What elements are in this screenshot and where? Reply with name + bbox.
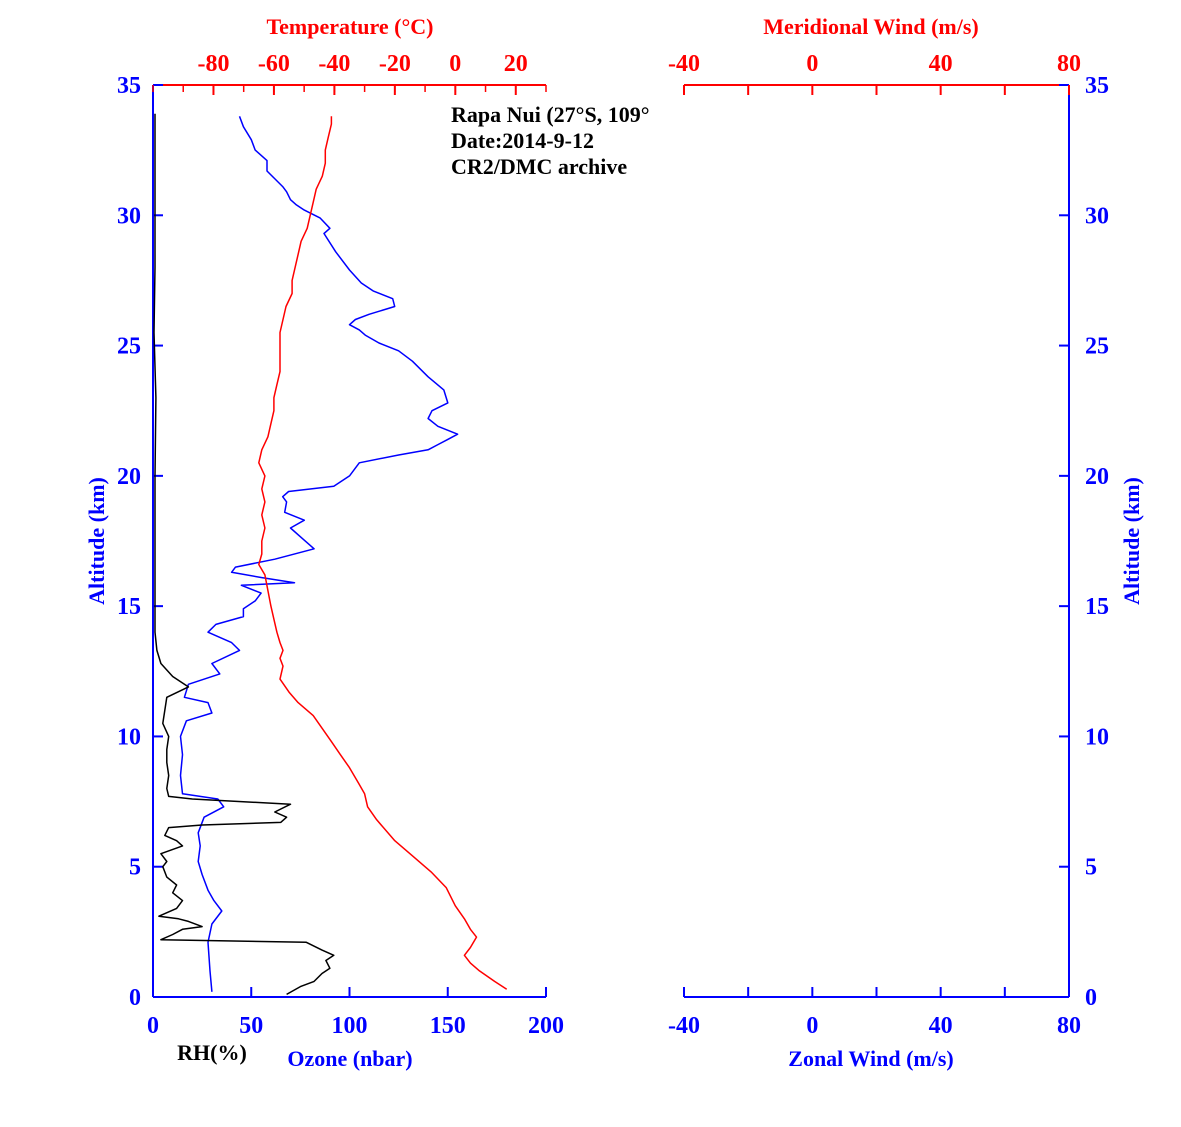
right-panel: 0 5 10 15 20 25 30 35 -40 0 40 80 -40 0 40 80 Zonal Wind… (668, 14, 1144, 1071)
meridional-wind-axis-label: Meridional Wind (m/s) (763, 14, 979, 39)
left-top-tick-label: 20 (504, 51, 528, 77)
right-y-tick-label: 5 (1085, 855, 1097, 881)
series-line-temperature (258, 116, 508, 990)
right-bottom-tick-label: 80 (1057, 1013, 1081, 1039)
rh-axis-label: RH(%) (177, 1040, 247, 1065)
right-altitude-label: Altitude (km) (1119, 477, 1144, 605)
left-top-tick-label: 0 (449, 51, 461, 77)
right-y-tick-label: 20 (1085, 464, 1109, 490)
left-y-tick-label: 35 (117, 73, 141, 99)
right-bottom-tick-label: 0 (806, 1013, 818, 1039)
annotation-line-1: Rapa Nui (27°S, 109° (451, 102, 650, 127)
left-y-tick-label: 20 (117, 464, 141, 490)
right-y-tick-label: 30 (1085, 203, 1109, 229)
left-y-tick-label: 10 (117, 724, 141, 750)
left-bottom-tick-label: 100 (332, 1013, 368, 1039)
left-y-tick-label: 30 (117, 203, 141, 229)
annotations: Rapa Nui (27°S, 109°Date:2014-9-12CR2/DM… (451, 102, 650, 179)
right-bottom-tick-label: -40 (668, 1013, 700, 1039)
right-y-tick-label: 25 (1085, 334, 1109, 360)
series-line-rh (153, 113, 335, 996)
left-bottom-tick-label: 50 (239, 1013, 263, 1039)
annotation-line-3: CR2/DMC archive (451, 154, 627, 179)
left-y-tick-label: 15 (117, 594, 141, 620)
left-bottom-tick-label: 150 (430, 1013, 466, 1039)
annotation-line-2: Date:2014-9-12 (451, 128, 594, 153)
right-y-tick-label: 0 (1085, 985, 1097, 1011)
left-altitude-label: Altitude (km) (84, 477, 109, 605)
right-top-tick-label: 40 (929, 51, 953, 77)
left-bottom-tick-label: 200 (528, 1013, 564, 1039)
temperature-axis-label: Temperature (°C) (266, 14, 433, 39)
right-top-tick-label: 80 (1057, 51, 1081, 77)
right-y-tick-label: 35 (1085, 73, 1109, 99)
left-y-tick-label: 0 (129, 985, 141, 1011)
right-top-tick-label: -40 (668, 51, 700, 77)
left-top-tick-label: -60 (258, 51, 290, 77)
right-top-tick-label: 0 (806, 51, 818, 77)
ozone-axis-label: Ozone (nbar) (287, 1046, 412, 1071)
right-bottom-tick-label: 40 (929, 1013, 953, 1039)
series-line-ozone (179, 116, 459, 992)
left-bottom-tick-label: 0 (147, 1013, 159, 1039)
zonal-wind-axis-label: Zonal Wind (m/s) (788, 1046, 953, 1071)
right-y-tick-label: 10 (1085, 724, 1109, 750)
right-y-tick-label: 15 (1085, 594, 1109, 620)
left-top-tick-label: -20 (379, 51, 411, 77)
left-top-tick-label: -80 (197, 51, 229, 77)
left-y-tick-label: 5 (129, 855, 141, 881)
left-y-tick-label: 25 (117, 334, 141, 360)
left-top-tick-label: -40 (318, 51, 350, 77)
